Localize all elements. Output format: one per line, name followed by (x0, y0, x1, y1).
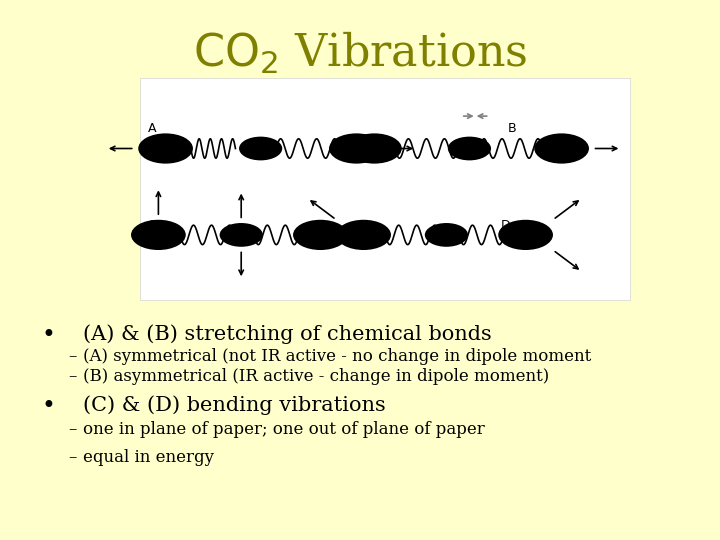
Ellipse shape (534, 133, 589, 164)
Text: $\mathrm{CO_2}$ Vibrations: $\mathrm{CO_2}$ Vibrations (193, 30, 527, 76)
FancyBboxPatch shape (140, 78, 630, 300)
Text: –: – (68, 368, 77, 385)
Text: •: • (42, 324, 55, 347)
Text: D: D (500, 219, 510, 232)
Ellipse shape (336, 220, 391, 250)
Ellipse shape (138, 133, 193, 164)
Text: (A) & (B) stretching of chemical bonds: (A) & (B) stretching of chemical bonds (83, 324, 492, 343)
Text: –: – (68, 449, 77, 466)
Text: equal in energy: equal in energy (83, 449, 214, 466)
Ellipse shape (425, 223, 468, 247)
Text: B: B (508, 122, 516, 134)
Ellipse shape (498, 220, 553, 250)
Ellipse shape (448, 137, 491, 160)
Text: –: – (68, 348, 77, 365)
Text: –: – (68, 421, 77, 438)
Text: C: C (148, 219, 156, 232)
Ellipse shape (329, 133, 384, 164)
Ellipse shape (347, 133, 402, 164)
Text: •: • (42, 395, 55, 418)
Text: one in plane of paper; one out of plane of paper: one in plane of paper; one out of plane … (83, 421, 485, 438)
Text: (C) & (D) bending vibrations: (C) & (D) bending vibrations (83, 395, 385, 415)
Text: A: A (148, 122, 156, 134)
Ellipse shape (293, 220, 348, 250)
Ellipse shape (220, 223, 263, 247)
Text: (A) symmetrical (not IR active - no change in dipole moment: (A) symmetrical (not IR active - no chan… (83, 348, 591, 365)
Ellipse shape (239, 137, 282, 160)
Ellipse shape (131, 220, 186, 250)
Text: (B) asymmetrical (IR active - change in dipole moment): (B) asymmetrical (IR active - change in … (83, 368, 549, 385)
